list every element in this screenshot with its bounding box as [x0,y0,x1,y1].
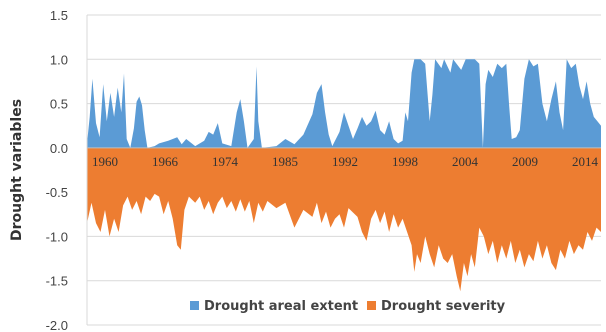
x-tick-label: 1960 [92,154,118,169]
y-tick-label: -1.5 [46,274,68,289]
x-tick-label: 2014 [572,154,599,169]
y-tick-label: 0.0 [50,141,68,156]
y-tick-label: -1.0 [46,229,68,244]
x-tick-labels: 1960 1966 1974 1985 1992 1998 2004 2009 2014 [92,154,599,169]
x-tick-label: 1992 [332,154,358,169]
series-areas [87,59,601,292]
x-tick-label: 2004 [452,154,479,169]
legend-label: Drought areal extent [204,299,358,314]
axes [86,15,601,325]
y-tick-label: -0.5 [46,185,68,200]
y-tick-label: -2.0 [46,318,68,332]
x-tick-label: 1974 [212,154,239,169]
x-tick-label: 1985 [272,154,298,169]
y-tick-label: 1.0 [50,52,68,67]
area-series-areal-extent [87,59,601,148]
y-axis-label: Drought variables [9,99,25,241]
y-tick-label: 0.5 [50,97,68,112]
legend-label: Drought severity [381,299,506,314]
x-tick-label: 1998 [392,154,418,169]
x-tick-label: 1966 [152,154,179,169]
legend-swatch [367,301,376,310]
area-series-severity [87,147,601,292]
legend-swatch [190,301,199,310]
y-tick-labels: 1.5 1.0 0.5 0.0 -0.5 -1.0 -1.5 -2.0 [46,8,68,332]
y-tick-label: 1.5 [50,8,68,23]
legend: Drought areal extent Drought severity [190,299,506,314]
x-tick-label: 2009 [512,154,538,169]
